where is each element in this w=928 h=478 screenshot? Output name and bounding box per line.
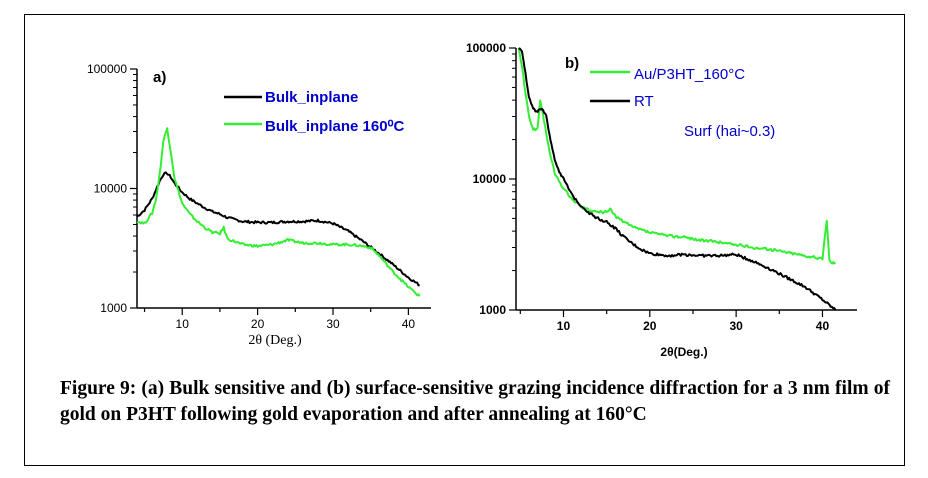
figure-caption: Figure 9: (a) Bulk sensitive and (b) sur… xyxy=(60,378,890,425)
chart-b-legend-label-1: Au/P3HT_160°C xyxy=(634,66,745,83)
chart-a-legend-label-2: Bulk_inplane 160⁰C xyxy=(265,118,405,135)
chart-a-x-tick-label: 20 xyxy=(251,317,265,331)
chart-a-x-tick-label: 30 xyxy=(326,317,340,331)
chart-b-series-2-line xyxy=(518,47,837,311)
chart-a-ticks: 10 20 30 40 1000 10000 100000 xyxy=(87,62,415,331)
chart-b-series xyxy=(517,47,837,311)
chart-a-series xyxy=(136,127,421,297)
chart-b-y-tick-label: 10000 xyxy=(473,172,507,186)
chart-a-series-2-line xyxy=(136,127,421,297)
chart-b-x-tick-label: 10 xyxy=(557,319,571,333)
chart-b-legend-label-2: RT xyxy=(634,93,654,110)
chart-b-panel-label: b) xyxy=(565,55,579,72)
figure-frame xyxy=(24,14,905,466)
chart-b-x-axis-label: 2θ(Deg.) xyxy=(660,345,707,359)
chart-a-x-axis-label: 2θ (Deg.) xyxy=(248,333,302,348)
chart-b-x-tick-label: 40 xyxy=(816,319,830,333)
chart-a-panel-label: a) xyxy=(153,69,166,86)
chart-b-y-tick-label: 1000 xyxy=(479,303,506,317)
chart-b-ticks: 10 20 30 40 1000 10000 100000 xyxy=(466,41,830,333)
chart-a-x-tick-label: 40 xyxy=(402,317,416,331)
chart-b-annotation: Surf (hai~0.3) xyxy=(684,123,775,140)
chart-b-series-1-line xyxy=(517,47,837,265)
chart-a-legend-label-1: Bulk_inplane xyxy=(265,89,358,106)
chart-a-y-tick-label: 1000 xyxy=(100,301,127,315)
chart-b-y-tick-label: 100000 xyxy=(466,41,506,55)
chart-a-x-tick-label: 10 xyxy=(176,317,190,331)
chart-a-y-tick-label: 100000 xyxy=(87,62,127,76)
chart-b-x-tick-label: 30 xyxy=(729,319,743,333)
chart-b-x-tick-label: 20 xyxy=(643,319,657,333)
chart-b-axes xyxy=(515,48,857,311)
chart-a-y-tick-label: 10000 xyxy=(94,182,128,196)
